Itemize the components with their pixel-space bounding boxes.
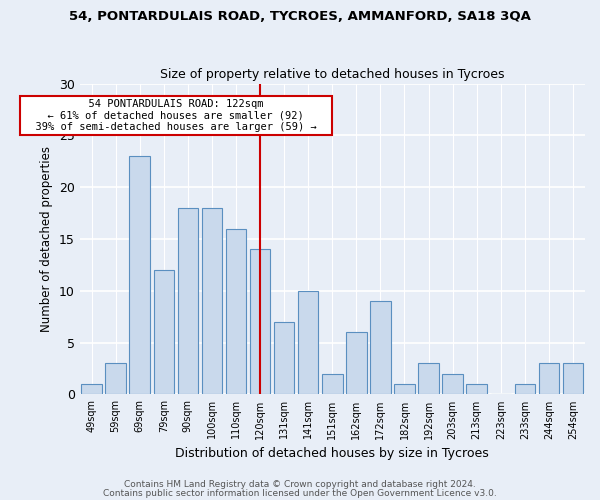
Bar (106, 364, 126, 394)
Bar (130, 156, 150, 394)
Bar (298, 291, 319, 395)
Bar (563, 364, 583, 394)
Bar (274, 322, 295, 394)
Bar (322, 374, 343, 394)
X-axis label: Distribution of detached houses by size in Tycroes: Distribution of detached houses by size … (175, 447, 489, 460)
Text: 54, PONTARDULAIS ROAD, TYCROES, AMMANFORD, SA18 3QA: 54, PONTARDULAIS ROAD, TYCROES, AMMANFOR… (69, 10, 531, 23)
Bar (82, 384, 102, 394)
Text: Contains public sector information licensed under the Open Government Licence v3: Contains public sector information licen… (103, 488, 497, 498)
Bar (539, 364, 559, 394)
Y-axis label: Number of detached properties: Number of detached properties (40, 146, 53, 332)
Bar (370, 301, 391, 394)
Bar (346, 332, 367, 394)
Bar (250, 250, 270, 394)
Bar (178, 208, 198, 394)
Bar (202, 208, 222, 394)
Bar (394, 384, 415, 394)
Text: 54 PONTARDULAIS ROAD: 122sqm  
  ← 61% of detached houses are smaller (92)  
  3: 54 PONTARDULAIS ROAD: 122sqm ← 61% of de… (23, 99, 329, 132)
Bar (442, 374, 463, 394)
Title: Size of property relative to detached houses in Tycroes: Size of property relative to detached ho… (160, 68, 505, 81)
Text: Contains HM Land Registry data © Crown copyright and database right 2024.: Contains HM Land Registry data © Crown c… (124, 480, 476, 489)
Bar (515, 384, 535, 394)
Bar (418, 364, 439, 394)
Bar (226, 228, 246, 394)
Bar (154, 270, 174, 394)
Bar (466, 384, 487, 394)
